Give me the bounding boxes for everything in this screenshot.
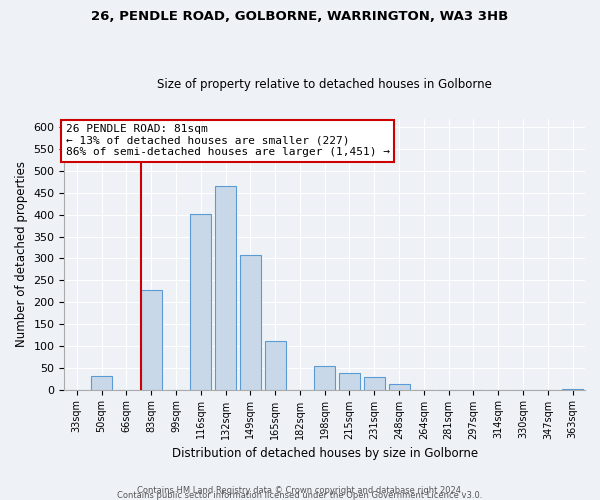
Bar [140,290,162,390]
Title: Size of property relative to detached houses in Golborne: Size of property relative to detached ho… [157,78,492,91]
Bar [364,377,385,390]
Bar [190,214,211,390]
Bar [265,342,286,390]
Text: Contains HM Land Registry data © Crown copyright and database right 2024.: Contains HM Land Registry data © Crown c… [137,486,463,495]
Text: 26, PENDLE ROAD, GOLBORNE, WARRINGTON, WA3 3HB: 26, PENDLE ROAD, GOLBORNE, WARRINGTON, W… [91,10,509,23]
X-axis label: Distribution of detached houses by size in Golborne: Distribution of detached houses by size … [172,447,478,460]
Y-axis label: Number of detached properties: Number of detached properties [15,161,28,347]
Bar [339,374,360,390]
Bar [389,384,410,390]
Text: Contains public sector information licensed under the Open Government Licence v3: Contains public sector information licen… [118,491,482,500]
Bar [91,376,112,390]
Bar [562,388,583,390]
Text: 26 PENDLE ROAD: 81sqm
← 13% of detached houses are smaller (227)
86% of semi-det: 26 PENDLE ROAD: 81sqm ← 13% of detached … [65,124,389,158]
Bar [314,366,335,390]
Bar [240,255,261,390]
Bar [215,186,236,390]
